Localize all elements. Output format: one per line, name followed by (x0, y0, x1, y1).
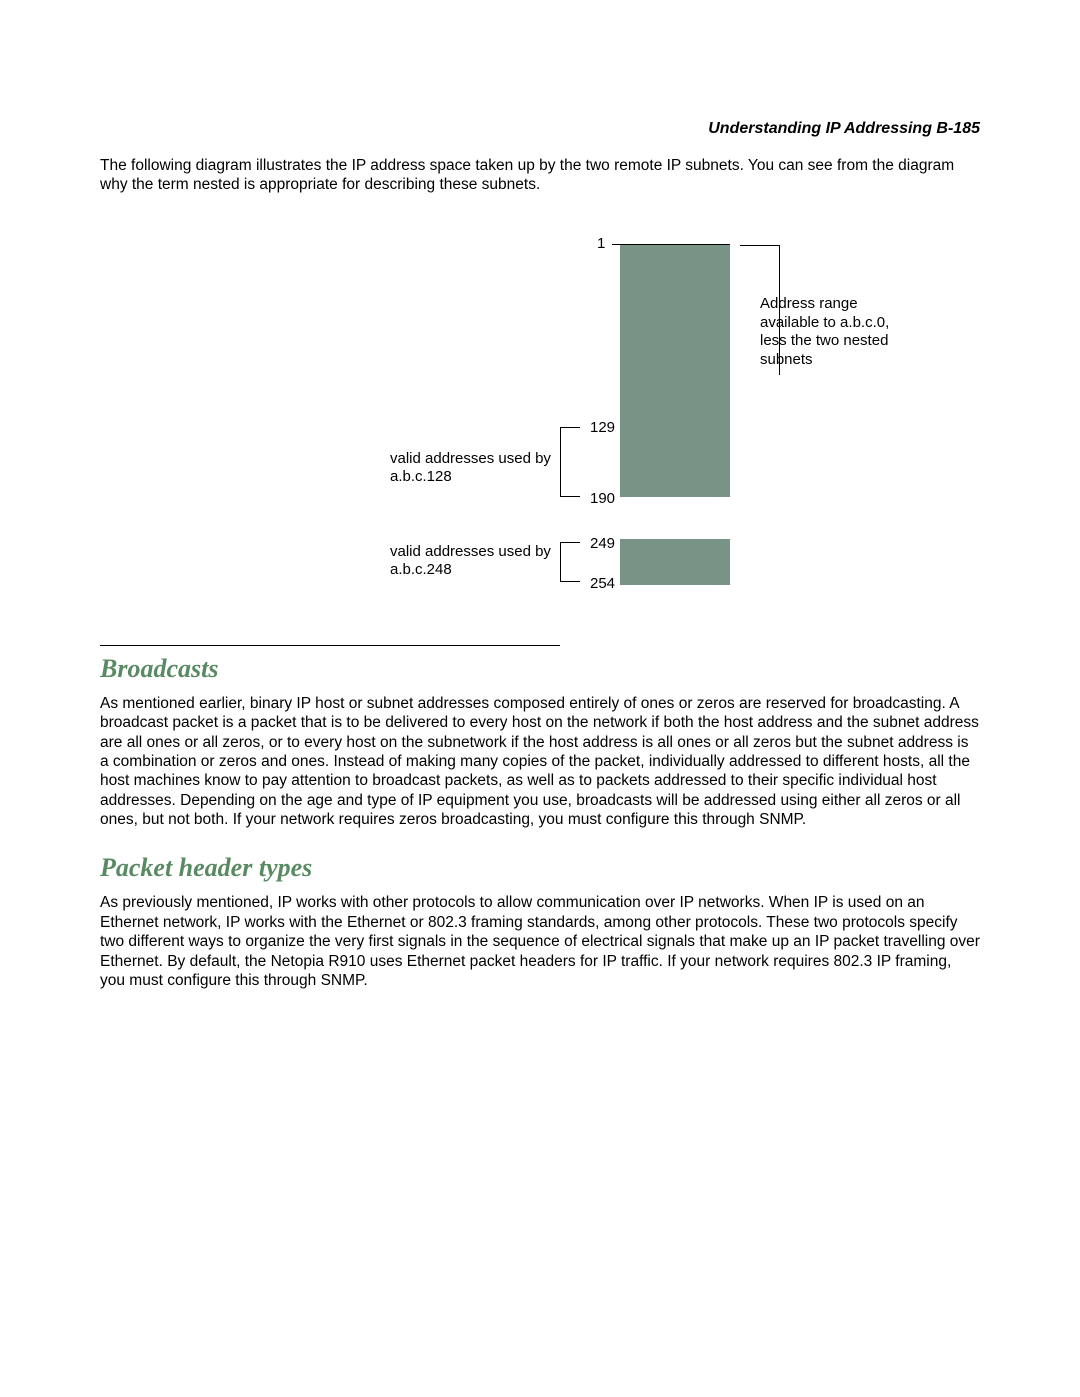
nested-subnets-diagram: 1 Address range available to a.b.c.0, le… (100, 225, 980, 605)
left-label-248: valid addresses used by a.b.c.248 (390, 543, 555, 579)
num-129: 129 (590, 419, 615, 436)
top-leader-line (612, 244, 730, 245)
intro-paragraph: The following diagram illustrates the IP… (100, 156, 980, 195)
left-label-128: valid addresses used by a.b.c.128 (390, 450, 555, 486)
para-packet-header-types: As previously mentioned, IP works with o… (100, 893, 980, 990)
section-divider (100, 645, 560, 646)
left-bracket-128 (560, 427, 580, 497)
num-249: 249 (590, 535, 615, 552)
heading-packet-header-types: Packet header types (100, 853, 980, 883)
document-page: Understanding IP Addressing B-185 The fo… (0, 0, 1080, 1397)
top-label-1: 1 (597, 235, 605, 252)
left-bracket-248 (560, 542, 580, 582)
running-header: Understanding IP Addressing B-185 (100, 120, 980, 138)
num-254: 254 (590, 575, 615, 592)
num-190: 190 (590, 490, 615, 507)
para-broadcasts: As mentioned earlier, binary IP host or … (100, 694, 980, 830)
right-annotation-text: Address range available to a.b.c.0, less… (760, 295, 920, 370)
heading-broadcasts: Broadcasts (100, 654, 980, 684)
address-range-gap (620, 497, 730, 539)
